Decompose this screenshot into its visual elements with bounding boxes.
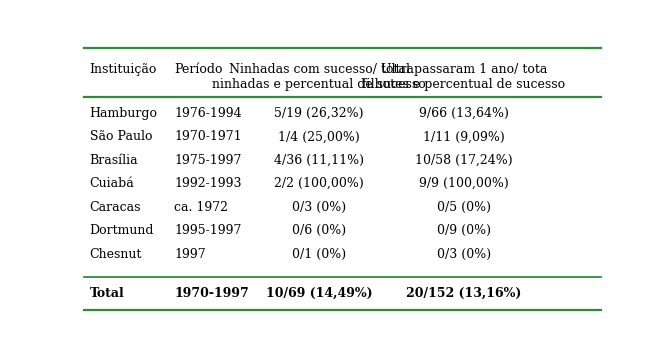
Text: 1/11 (9,09%): 1/11 (9,09%) [423,130,505,143]
Text: Ultrapassaram 1 ano/ tota: Ultrapassaram 1 ano/ tota [381,63,547,76]
Text: Total: Total [90,287,124,300]
Text: Cuiabá: Cuiabá [90,177,134,190]
Text: 2/2 (100,00%): 2/2 (100,00%) [274,177,364,190]
Text: Instituição: Instituição [90,63,157,76]
Text: 1970-1997: 1970-1997 [174,287,249,300]
Text: 0/3 (0%): 0/3 (0%) [292,201,346,213]
Text: filhotes e percentual de sucesso: filhotes e percentual de sucesso [363,78,566,91]
Text: 9/9 (100,00%): 9/9 (100,00%) [419,177,509,190]
Text: 9/66 (13,64%): 9/66 (13,64%) [419,107,509,120]
Text: 0/6 (0%): 0/6 (0%) [292,224,346,237]
Text: 1992-1993: 1992-1993 [174,177,242,190]
Text: 0/1 (0%): 0/1 (0%) [292,247,346,261]
Text: 10/58 (17,24%): 10/58 (17,24%) [415,154,513,167]
Text: São Paulo: São Paulo [90,130,152,143]
Text: 5/19 (26,32%): 5/19 (26,32%) [275,107,364,120]
Text: 4/36 (11,11%): 4/36 (11,11%) [274,154,364,167]
Text: 1995-1997: 1995-1997 [174,224,241,237]
Text: ninhadas e percentual de sucesso: ninhadas e percentual de sucesso [212,78,426,91]
Text: 1976-1994: 1976-1994 [174,107,242,120]
Text: Ninhadas com sucesso/ total: Ninhadas com sucesso/ total [228,63,409,76]
Text: Período: Período [174,63,222,76]
Text: 20/152 (13,16%): 20/152 (13,16%) [406,287,522,300]
Text: 0/5 (0%): 0/5 (0%) [437,201,491,213]
Text: ca. 1972: ca. 1972 [174,201,228,213]
Text: Brasília: Brasília [90,154,138,167]
Text: 1997: 1997 [174,247,206,261]
Text: Caracas: Caracas [90,201,141,213]
Text: Hamburgo: Hamburgo [90,107,158,120]
Text: 1/4 (25,00%): 1/4 (25,00%) [278,130,360,143]
Text: 1970-1971: 1970-1971 [174,130,242,143]
Text: 1975-1997: 1975-1997 [174,154,241,167]
Text: 0/9 (0%): 0/9 (0%) [437,224,491,237]
Text: Dortmund: Dortmund [90,224,154,237]
Text: Chesnut: Chesnut [90,247,142,261]
Text: 10/69 (14,49%): 10/69 (14,49%) [266,287,372,300]
Text: 0/3 (0%): 0/3 (0%) [437,247,491,261]
